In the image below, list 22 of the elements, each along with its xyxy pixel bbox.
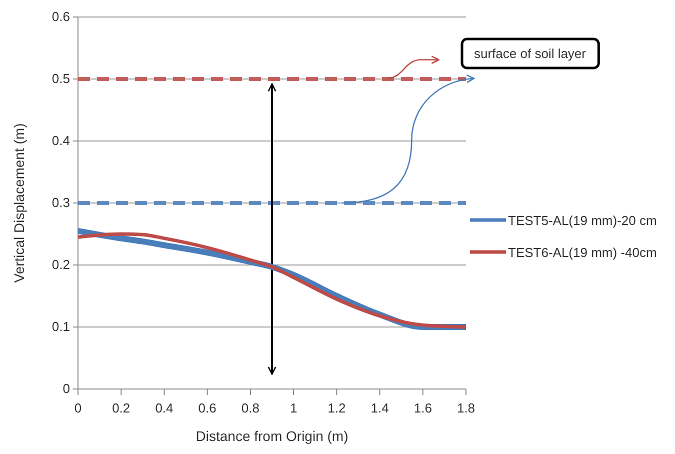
x-tick-label: 0 xyxy=(74,400,82,416)
x-tick-label: 0.6 xyxy=(198,400,216,416)
legend-label: TEST6-AL(19 mm) -40cm xyxy=(508,245,657,260)
x-tick-label: 1.2 xyxy=(328,400,346,416)
y-tick-label: 0.1 xyxy=(52,319,70,334)
x-tick-label: 1.4 xyxy=(370,400,389,416)
y-tick-label: 0.5 xyxy=(52,71,70,86)
x-tick-label: 1.6 xyxy=(414,400,432,416)
y-axis-title: Vertical Displacement (m) xyxy=(11,123,27,283)
y-tick-label: 0.3 xyxy=(52,195,70,210)
x-tick-label: 1 xyxy=(290,400,298,416)
y-tick-label: 0.4 xyxy=(52,133,70,148)
x-tick-label: 1.8 xyxy=(456,400,476,416)
legend-label: TEST5-AL(19 mm)-20 cm xyxy=(508,213,657,228)
x-tick-label: 0.4 xyxy=(155,400,174,416)
y-tick-label: 0.2 xyxy=(52,257,70,272)
y-tick-label: 0 xyxy=(62,381,70,396)
y-tick-label: 0.6 xyxy=(52,9,70,24)
x-tick-label: 0.2 xyxy=(112,400,130,416)
x-axis-title: Distance from Origin (m) xyxy=(196,428,348,444)
text: surface of soil layer xyxy=(474,46,587,61)
x-tick-label: 0.8 xyxy=(241,400,260,416)
